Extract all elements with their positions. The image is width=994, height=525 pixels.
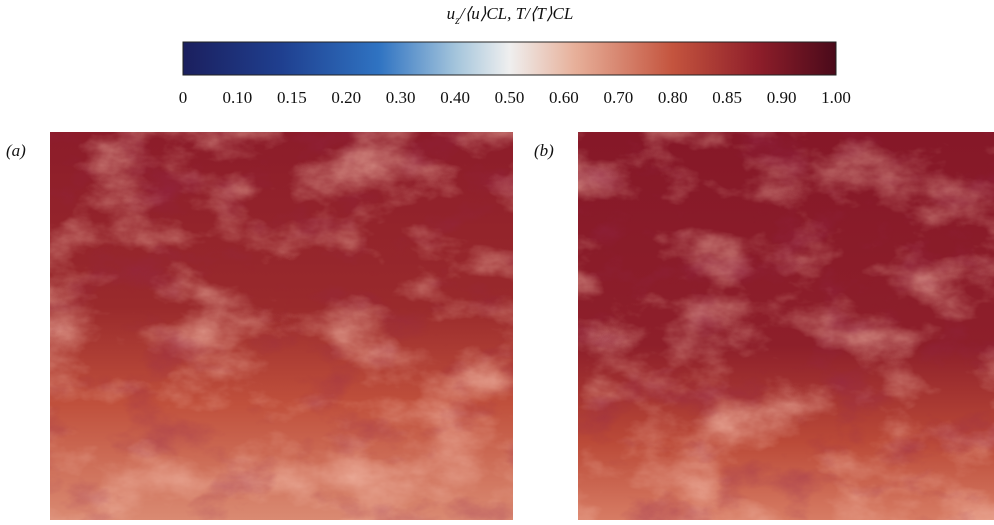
- label-sub: z: [454, 13, 460, 27]
- tick-label: 0.30: [386, 88, 416, 107]
- tick-label: 0.80: [658, 88, 688, 107]
- tick-label: 0.20: [331, 88, 361, 107]
- panel-b: [578, 132, 994, 520]
- panel-label: (b): [534, 141, 554, 160]
- colorbar: [182, 41, 837, 76]
- colorbar-label: uz/⟨u⟩CL, T/⟨T⟩CL: [447, 4, 574, 27]
- field-texture: [50, 132, 513, 520]
- field-texture: [578, 132, 994, 520]
- label-rest: /⟨u⟩CL, T/⟨T⟩CL: [459, 4, 573, 23]
- tick-label: 0.40: [440, 88, 470, 107]
- panel-label: (a): [6, 141, 26, 160]
- tick-label: 0.15: [277, 88, 307, 107]
- label-base: u: [447, 4, 456, 23]
- tick-label: 0.90: [767, 88, 797, 107]
- tick-label: 0.60: [549, 88, 579, 107]
- colorbar-ticks: 0 0.10 0.15 0.20 0.30 0.40 0.50 0.60 0.70 0.80 0.8…: [179, 88, 851, 107]
- tick-label: 0.50: [495, 88, 525, 107]
- tick-label: 0.70: [603, 88, 633, 107]
- tick-label: 0.10: [223, 88, 253, 107]
- tick-label: 0.85: [712, 88, 742, 107]
- tick-label: 1.00: [821, 88, 851, 107]
- tick-label: 0: [179, 88, 188, 107]
- panel-a: [50, 132, 513, 520]
